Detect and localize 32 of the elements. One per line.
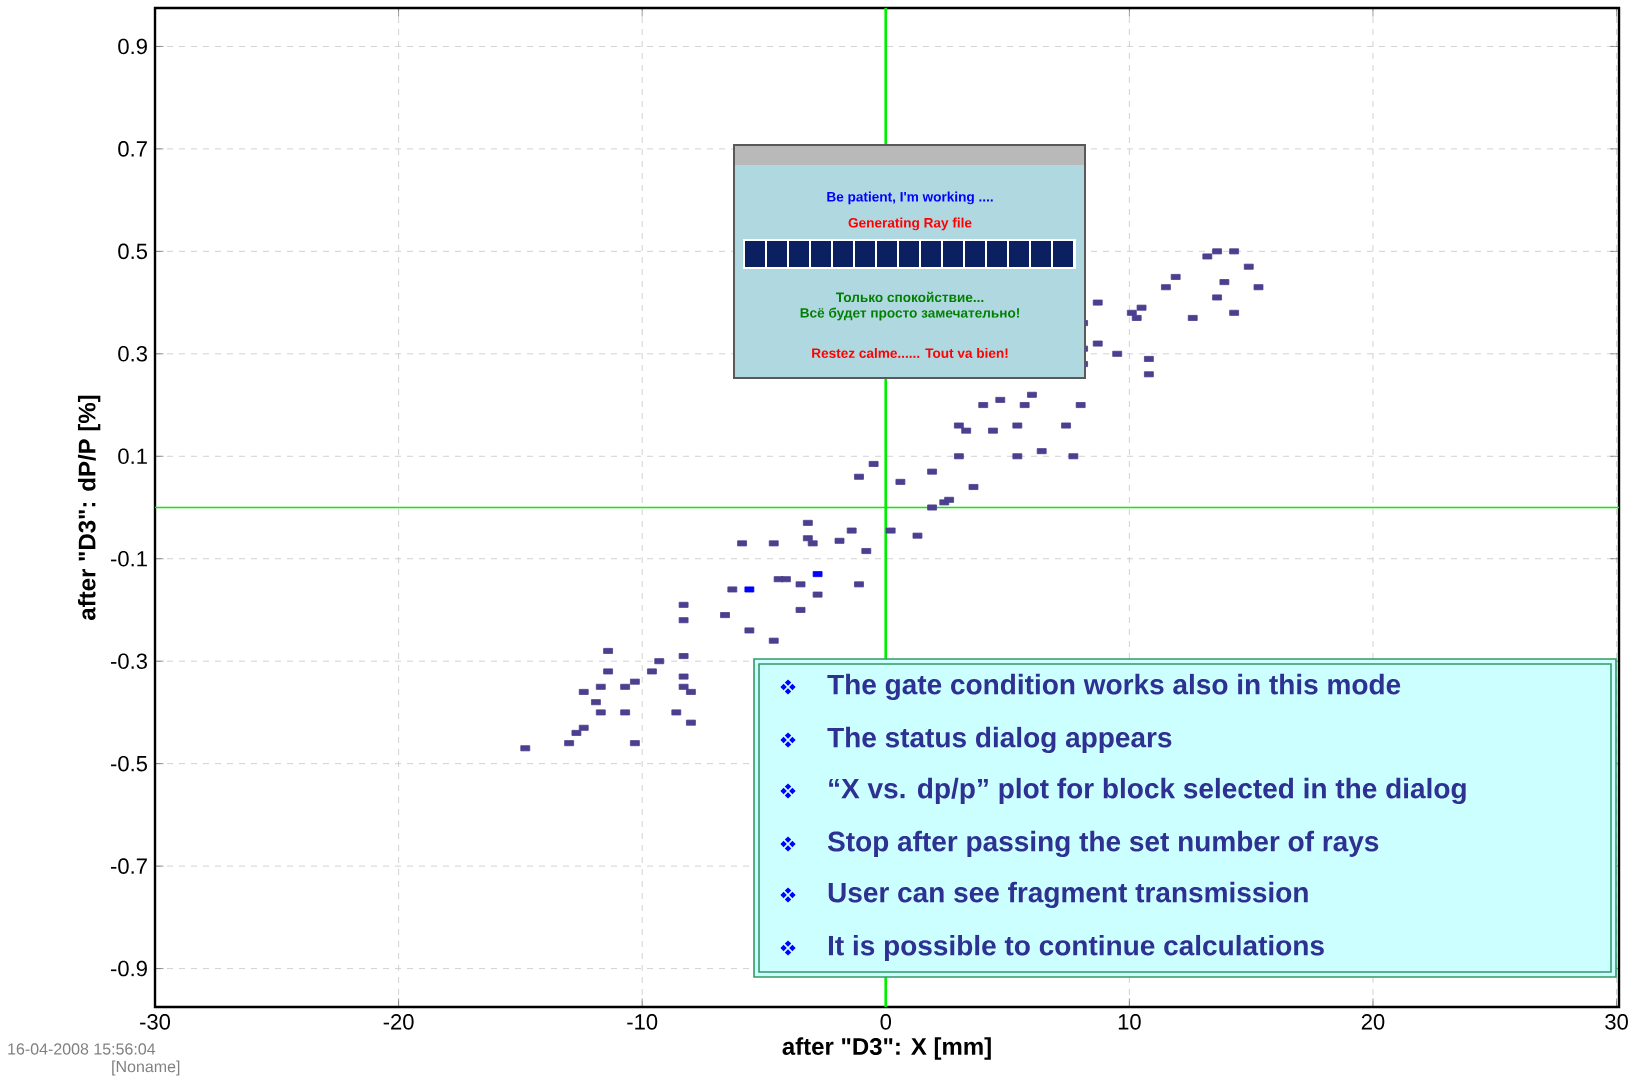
y-tick-label: -0.1 [111, 550, 147, 567]
x-tick-label: 20 [1361, 1014, 1385, 1030]
y-axis-title: after "D3": dP/P [%] [77, 395, 101, 620]
y-tick-label: -0.3 [111, 653, 147, 669]
y-tick-label: -0.7 [111, 858, 147, 874]
annotation: User can see fragment transmission [828, 881, 1308, 909]
text: 16-04-2008 15:56:04 [8, 1043, 156, 1055]
annotation: Stop after passing the set number of rays [827, 830, 1379, 858]
annotation: Всё будет просто замечательно! [800, 307, 1020, 321]
x-tick-label: 0 [880, 1014, 892, 1030]
annotation: Be patient, I'm working .... [827, 191, 993, 205]
x-tick-label: -10 [627, 1014, 658, 1030]
y-tick-label: -0.5 [111, 755, 147, 772]
annotation: The gate condition works also in this mode [827, 673, 1401, 701]
x-tick-label: -30 [140, 1014, 171, 1030]
y-tick-label: 0.3 [118, 345, 147, 362]
annotation: Только спокойствие... [835, 291, 984, 303]
annotation: The status dialog appears [827, 726, 1172, 754]
y-tick-label: 0.7 [118, 141, 147, 157]
annotation: Restez calme...... Tout va bien! [812, 347, 1008, 358]
x-tick-label: -20 [383, 1014, 414, 1030]
y-tick-label: 0.5 [118, 243, 147, 260]
annotation: It is possible to continue calculations [828, 934, 1324, 961]
text: [Noname] [112, 1060, 180, 1076]
x-tick-label: 10 [1118, 1014, 1141, 1030]
y-tick-label: -0.9 [111, 960, 147, 977]
annotation: Generating Ray file [848, 217, 972, 231]
y-tick-label: 0.1 [118, 448, 147, 465]
x-axis-title: after "D3": X [mm] [782, 1037, 991, 1060]
y-tick-label: 0.9 [118, 38, 147, 55]
x-tick-label: 30 [1605, 1014, 1628, 1030]
annotation: “X vs. dp/p” plot for block selected in the dialog [829, 777, 1466, 805]
